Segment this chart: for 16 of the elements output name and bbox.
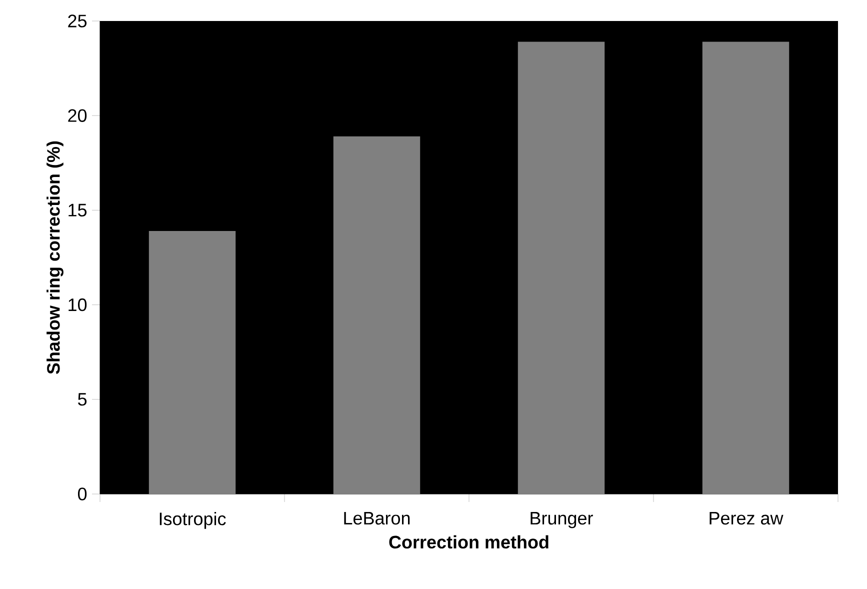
- x-tick-label: Isotropic: [160, 512, 226, 529]
- y-tick-label: 5: [78, 393, 87, 406]
- bar: [333, 136, 420, 494]
- x-tick-label: Brunger: [530, 512, 593, 528]
- y-tick-label: 20: [68, 109, 87, 122]
- y-axis-title: Shadow ring correction (%): [46, 141, 64, 374]
- x-tick-label: LeBaron: [344, 512, 410, 525]
- bar: [518, 42, 605, 494]
- x-axis-title: Correction method: [389, 535, 548, 549]
- x-tick-label: Perez aw: [710, 512, 784, 525]
- bar: [702, 42, 790, 494]
- bar: [148, 231, 236, 494]
- y-tick-label: 10: [68, 298, 87, 312]
- y-tick-label: 15: [68, 204, 87, 216]
- y-tick-label: 25: [68, 14, 87, 28]
- y-tick-label: 0: [78, 488, 87, 500]
